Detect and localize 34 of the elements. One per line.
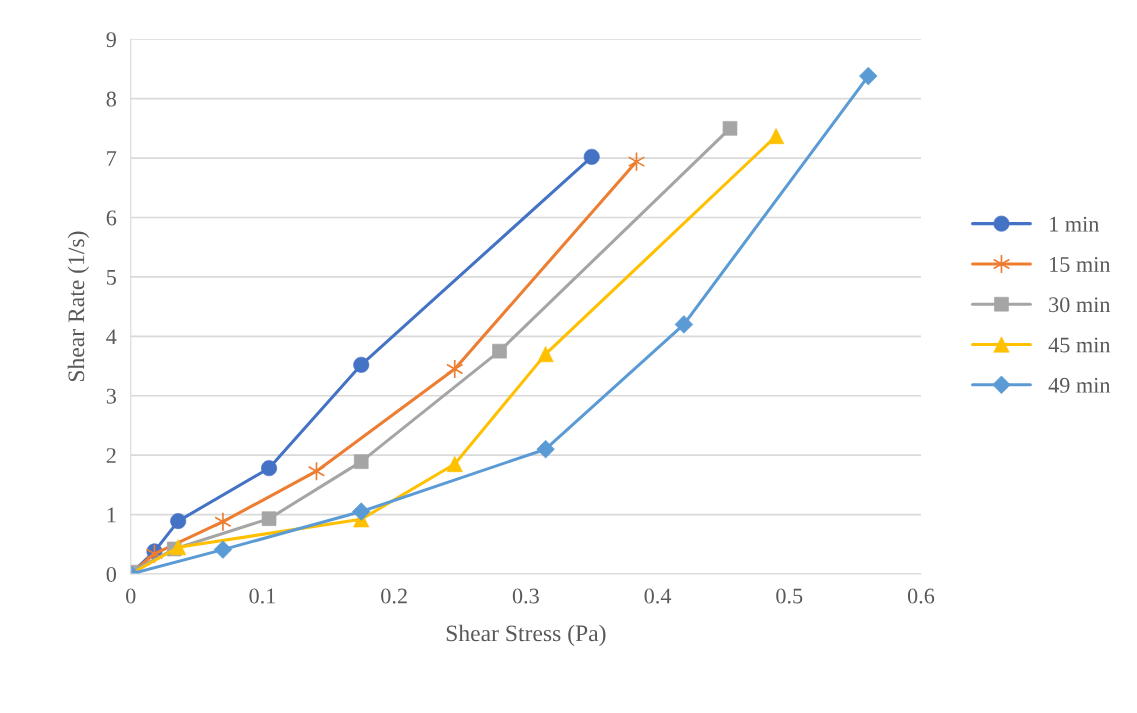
y-tick-label: 7 — [107, 151, 117, 166]
y-tick-label: 1 — [107, 507, 116, 523]
x-tick-label: 0.4 — [644, 588, 672, 604]
y-tick-label: 0 — [106, 566, 117, 582]
x-tick-label: 0.6 — [907, 588, 935, 604]
point — [446, 359, 464, 379]
x-tick-label: 0.2 — [381, 588, 407, 604]
x-tick-label: 0.1 — [249, 588, 276, 604]
x-tick-label: 0 — [126, 588, 136, 604]
x-axis-title: Shear Stress (Pa) — [446, 624, 606, 647]
point — [446, 456, 463, 473]
point — [170, 539, 187, 556]
point — [537, 346, 554, 363]
x-tick-label: 0.5 — [776, 588, 803, 604]
point — [214, 511, 232, 532]
x-tick-label: 0.3 — [512, 588, 539, 604]
y-tick-label: 4 — [106, 329, 117, 345]
legend-label: 45 min — [1048, 337, 1111, 353]
point — [353, 454, 369, 469]
point — [261, 511, 277, 526]
point — [536, 440, 555, 459]
y-tick-label: 6 — [106, 210, 117, 226]
point — [674, 315, 694, 334]
y-tick-label: 2 — [106, 448, 116, 463]
legend-label: 49 min — [1048, 377, 1111, 393]
legend-label: 15 min — [1050, 257, 1111, 272]
y-tick-label: 9 — [106, 32, 116, 48]
y-tick-label: 5 — [107, 270, 116, 285]
point — [768, 128, 785, 145]
legend-label: 1 min — [1050, 216, 1100, 232]
legend-label: 30 min — [1049, 297, 1111, 313]
y-axis-title: Shear Rate (1/s) — [67, 231, 90, 382]
y-tick-label: 3 — [106, 388, 116, 404]
y-tick-label: 8 — [106, 91, 117, 107]
